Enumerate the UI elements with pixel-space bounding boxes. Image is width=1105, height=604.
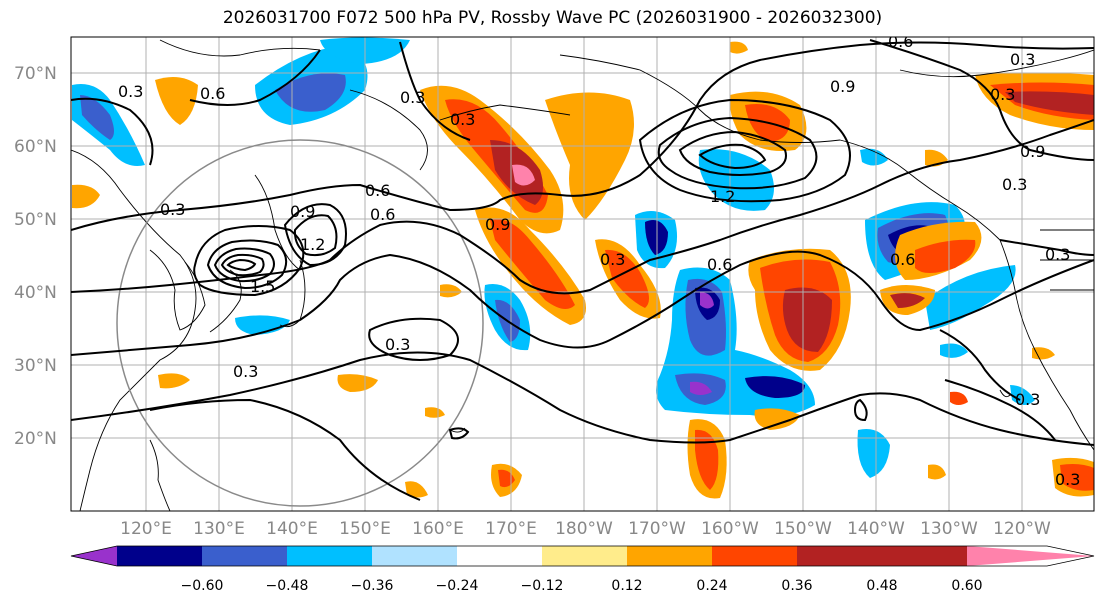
contour-label: 0.3 [600, 250, 625, 269]
colorbar-segment [287, 546, 372, 566]
map-frame [70, 36, 1095, 512]
colorbar-segment [627, 546, 712, 566]
colorbar-tick-label: −0.12 [521, 578, 564, 594]
contour-label: 0.3 [160, 200, 185, 219]
colorbar-segment [797, 546, 882, 566]
lon-label: 160°E [412, 519, 464, 539]
pv-contours [71, 39, 1094, 501]
lat-label: 40°N [14, 283, 57, 303]
contour-label: 0.3 [1010, 50, 1035, 69]
graticule [71, 37, 1094, 511]
lon-label: 130°E [193, 519, 245, 539]
contour-label: 0.9 [1020, 142, 1045, 161]
contour-label: 1.2 [710, 187, 735, 206]
contour-label: 0.9 [830, 77, 855, 96]
contour-label: 0.3 [1045, 245, 1070, 264]
colorbar-segment [457, 546, 542, 566]
colorbar-tick-label: 0.24 [696, 578, 727, 594]
colorbar-segment [882, 546, 967, 566]
lat-axis-labels: 70°N 60°N 50°N 40°N 30°N 20°N [14, 64, 57, 449]
contour-label: 0.6 [370, 205, 395, 224]
lon-label: 160°W [701, 519, 759, 539]
colorbar-min-extension [71, 546, 117, 566]
contour-label: 1.2 [300, 235, 325, 254]
contour-label: 0.3 [1015, 390, 1040, 409]
contour-label: 0.6 [888, 32, 913, 51]
colorbar-tick-label: 0.12 [611, 578, 642, 594]
colorbar-tick-label: 0.36 [781, 578, 812, 594]
contour-label: 0.3 [1055, 470, 1080, 489]
lon-label: 170°W [628, 519, 686, 539]
colorbar-tick-label: −0.60 [181, 578, 224, 594]
positive-anomaly-fields [72, 41, 1094, 499]
colorbar-tick-label: 0.48 [866, 578, 897, 594]
contour-label: 0.6 [707, 255, 732, 274]
colorbar-segment [117, 546, 202, 566]
contour-label: 0.3 [1002, 175, 1027, 194]
contour-label: 0.9 [485, 215, 510, 234]
chart-title: 2026031700 F072 500 hPa PV, Rossby Wave … [222, 8, 883, 28]
lat-label: 20°N [14, 429, 57, 449]
contour-label: 0.6 [200, 84, 225, 103]
lon-label: 180°W [555, 519, 613, 539]
contour-label: 0.3 [118, 82, 143, 101]
lon-label: 140°W [847, 519, 905, 539]
contour-label: 0.3 [450, 110, 475, 129]
lat-label: 30°N [14, 356, 57, 376]
coastlines [71, 39, 1094, 511]
colorbar-segment [542, 546, 627, 566]
colorbar-segment [712, 546, 797, 566]
lon-label: 140°E [266, 519, 318, 539]
contour-label: 0.6 [890, 250, 915, 269]
colorbar-tick-label: 0.60 [951, 578, 982, 594]
colorbar-outline [70, 545, 1095, 567]
great-circle [116, 139, 484, 507]
contour-label: 0.9 [290, 202, 315, 221]
lat-label: 60°N [14, 137, 57, 157]
contour-label: 1.5 [250, 277, 275, 296]
colorbar-tick-label: −0.48 [266, 578, 309, 594]
lon-label: 150°E [339, 519, 391, 539]
colorbar-tick-label: −0.24 [436, 578, 479, 594]
colorbar-tick-label: −0.36 [351, 578, 394, 594]
lon-axis-labels: 120°E 130°E 140°E 150°E 160°E 170°E 180°… [120, 519, 1051, 539]
contour-label: 0.6 [365, 181, 390, 200]
contour-label: 0.3 [385, 335, 410, 354]
contour-label: 0.3 [400, 88, 425, 107]
lat-label: 50°N [14, 210, 57, 230]
lon-label: 170°E [485, 519, 537, 539]
lat-label: 70°N [14, 64, 57, 84]
contour-labels: 0.3 0.6 0.3 0.9 0.6 1.2 1.5 0.6 0.3 0.9 … [118, 32, 1080, 489]
contour-label: 0.3 [233, 362, 258, 381]
colorbar-segment [202, 546, 287, 566]
colorbar-max-extension [967, 546, 1094, 566]
lon-label: 120°E [120, 519, 172, 539]
lon-label: 120°W [993, 519, 1051, 539]
lon-label: 130°W [920, 519, 978, 539]
colorbar: −0.60 −0.48 −0.36 −0.24 −0.12 0.12 0.24 … [70, 545, 1095, 594]
colorbar-segment [372, 546, 457, 566]
lon-label: 150°W [774, 519, 832, 539]
map-area: 0.3 0.6 0.3 0.9 0.6 1.2 1.5 0.6 0.3 0.9 … [71, 32, 1094, 511]
contour-label: 0.3 [990, 85, 1015, 104]
negative-anomaly-fields [72, 37, 1035, 478]
